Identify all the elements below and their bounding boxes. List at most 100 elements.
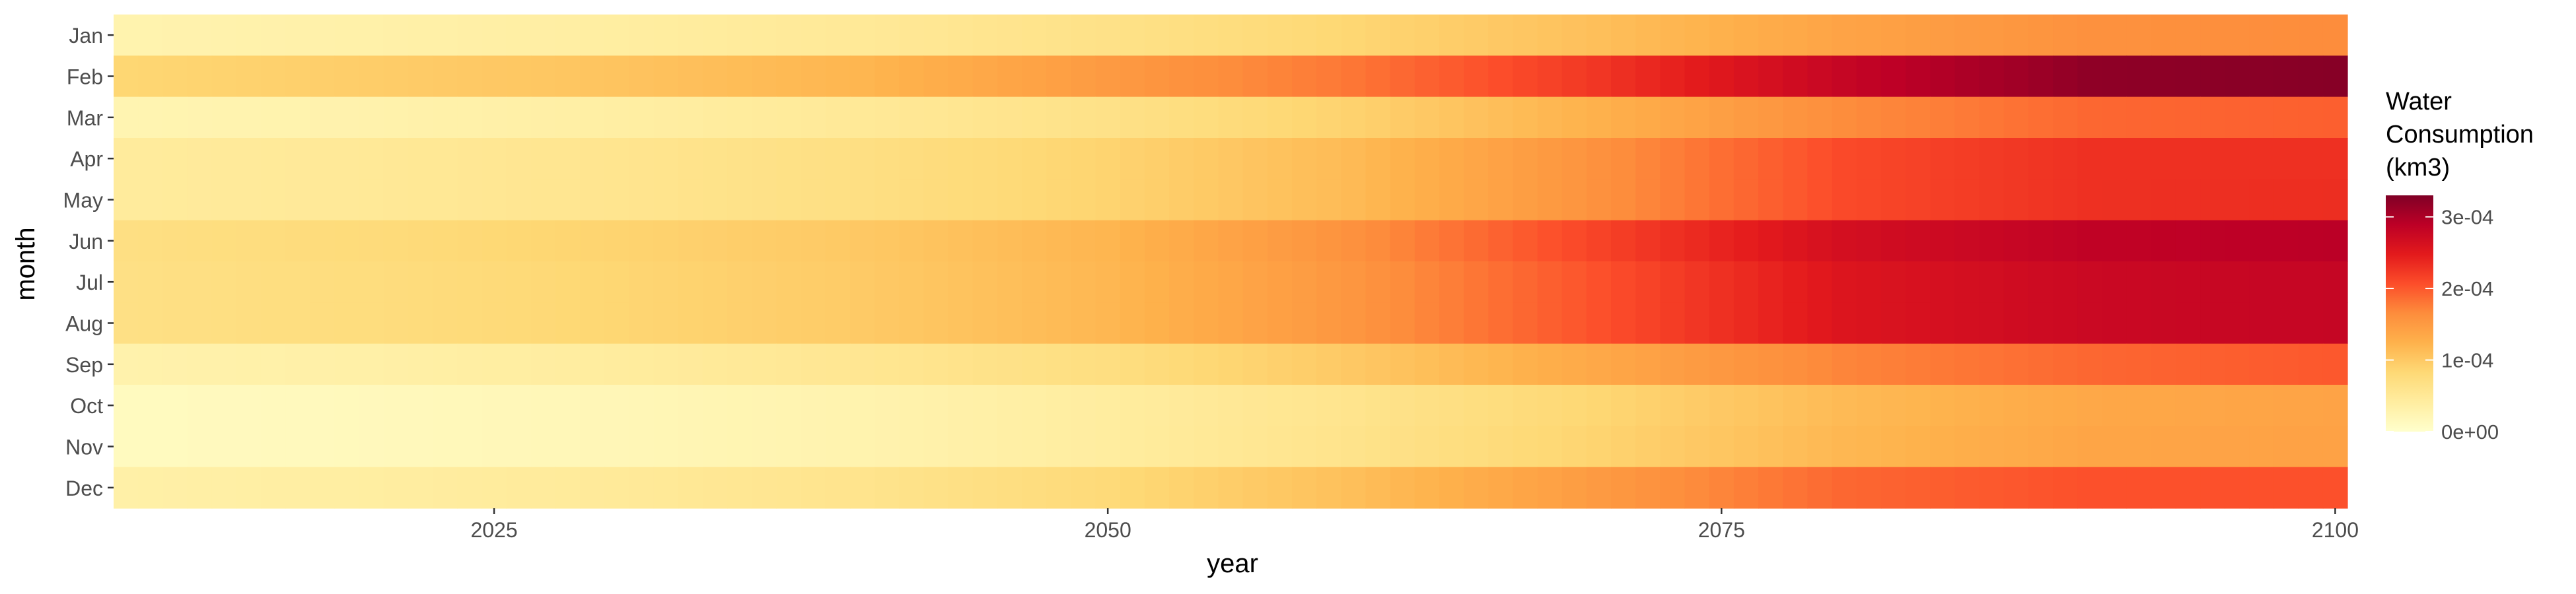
heatmap-cell	[2225, 96, 2250, 139]
heatmap-cell	[653, 179, 679, 221]
heatmap-cell	[972, 220, 998, 262]
heatmap-cell	[285, 179, 310, 221]
heatmap-cell	[1169, 55, 1194, 98]
heatmap-cell	[1414, 261, 1440, 303]
heatmap-cell	[1684, 426, 1710, 468]
heatmap-cell	[1046, 343, 1072, 385]
heatmap-cell	[2322, 302, 2348, 345]
heatmap-cell	[236, 261, 262, 303]
heatmap-cell	[1120, 467, 1145, 509]
heatmap-cell	[1464, 343, 1489, 385]
heatmap-cell	[1242, 138, 1268, 180]
heatmap-cell	[1954, 343, 1980, 385]
heatmap-cell	[1365, 385, 1391, 426]
heatmap-cell	[972, 343, 998, 385]
heatmap-cell	[506, 426, 532, 468]
heatmap-cell	[899, 467, 925, 509]
heatmap-cell	[801, 261, 826, 303]
heatmap-cell	[2102, 261, 2128, 303]
heatmap-cell	[359, 15, 384, 56]
heatmap-cell	[1316, 261, 1342, 303]
heatmap-cell	[408, 343, 433, 385]
heatmap-cell	[1365, 15, 1391, 56]
heatmap-cell	[1660, 467, 1686, 509]
heatmap-cell	[1022, 385, 1047, 426]
heatmap-cell	[1291, 343, 1317, 385]
heatmap-cell	[260, 55, 286, 98]
heatmap-cell	[1341, 179, 1366, 221]
heatmap-cell	[1242, 343, 1268, 385]
heatmap-cell	[1390, 426, 1415, 468]
heatmap-cell	[1488, 261, 1513, 303]
heatmap-cell	[2102, 138, 2128, 180]
heatmap-cell	[1783, 467, 1808, 509]
heatmap-cell	[1365, 426, 1391, 468]
heatmap-cell	[1439, 302, 1464, 345]
heatmap-cell	[1267, 385, 1293, 426]
heatmap-cell	[1169, 96, 1194, 139]
heatmap-cell	[825, 96, 851, 139]
heatmap-cell	[2102, 343, 2128, 385]
heatmap-cell	[849, 220, 875, 262]
heatmap-cell	[1341, 343, 1366, 385]
heatmap-cell	[2200, 343, 2225, 385]
heatmap-cell	[972, 261, 998, 303]
heatmap-row-jan	[114, 15, 2348, 56]
heatmap-cell	[1513, 426, 1538, 468]
heatmap-cell	[334, 467, 360, 509]
heatmap-cell	[359, 343, 384, 385]
heatmap-cell	[2273, 55, 2299, 98]
heatmap-cell	[1954, 15, 1980, 56]
heatmap-cell	[211, 220, 237, 262]
heatmap-cell	[236, 467, 262, 509]
heatmap-cell	[2126, 96, 2152, 139]
heatmap-cell	[1365, 138, 1391, 180]
heatmap-cell	[1022, 343, 1047, 385]
heatmap-cell	[2298, 179, 2324, 221]
heatmap-cell	[1218, 467, 1244, 509]
heatmap-cell	[1832, 55, 1857, 98]
heatmap-cell	[1561, 261, 1587, 303]
heatmap-cell	[1194, 55, 1219, 98]
heatmap-cell	[1267, 261, 1293, 303]
heatmap-cell	[1880, 385, 1906, 426]
heatmap-cell	[1856, 15, 1882, 56]
heatmap-cell	[899, 426, 925, 468]
heatmap-cell	[555, 55, 581, 98]
heatmap-cell	[702, 55, 728, 98]
heatmap-cell	[1513, 15, 1538, 56]
heatmap-cell	[1856, 302, 1882, 345]
heatmap-cell	[260, 138, 286, 180]
heatmap-cell	[1144, 220, 1170, 262]
heatmap-cell	[1242, 220, 1268, 262]
heatmap-cell	[260, 179, 286, 221]
heatmap-cell	[1316, 220, 1342, 262]
heatmap-cell	[1365, 96, 1391, 139]
heatmap-cell	[849, 302, 875, 345]
heatmap-cell	[506, 343, 532, 385]
heatmap-cell	[1439, 179, 1464, 221]
heatmap-cell	[997, 385, 1022, 426]
legend-colorbar	[2386, 195, 2433, 432]
heatmap-cell	[997, 179, 1022, 221]
heatmap-cell	[825, 302, 851, 345]
heatmap-cell	[1979, 96, 2005, 139]
heatmap-cell	[1979, 261, 2005, 303]
heatmap-cell	[1537, 467, 1563, 509]
x-tick-label-2100: 2100	[2312, 518, 2359, 542]
heatmap-cell	[678, 179, 703, 221]
heatmap-cell	[2028, 261, 2054, 303]
heatmap-cell	[1267, 96, 1293, 139]
heatmap-cell	[1046, 467, 1072, 509]
heatmap-cell	[1488, 179, 1513, 221]
y-axis: Jan Feb Mar Apr May Jun Jul Aug Sep Oct Nov Dec	[63, 24, 114, 500]
heatmap-cell	[2003, 343, 2029, 385]
heatmap-cell	[1144, 467, 1170, 509]
heatmap-cell	[875, 343, 900, 385]
heatmap-cell	[923, 343, 949, 385]
heatmap-cell	[482, 55, 507, 98]
heatmap-cell	[629, 15, 655, 56]
heatmap-cell	[2249, 15, 2275, 56]
heatmap-cell	[2175, 55, 2201, 98]
heatmap-cell	[1979, 302, 2005, 345]
